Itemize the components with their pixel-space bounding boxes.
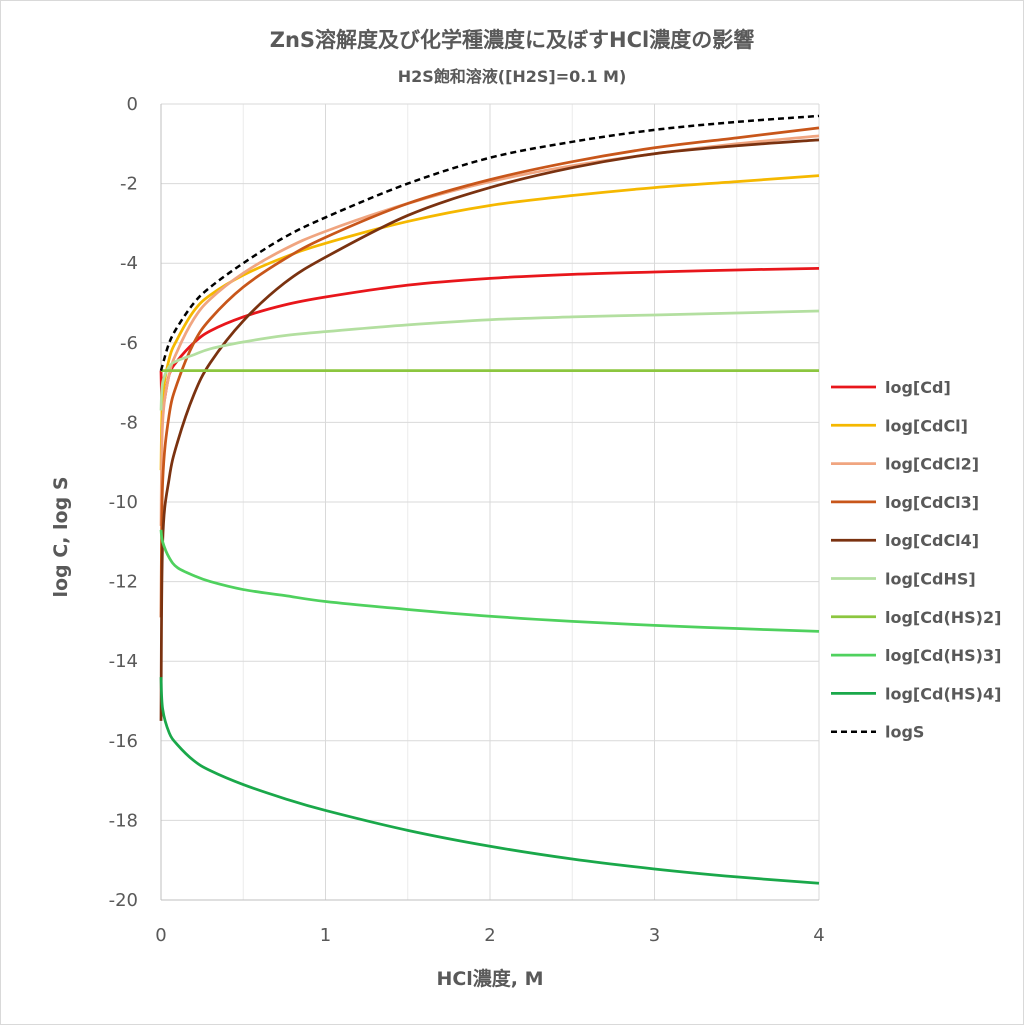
y-tick-label: -10 [109, 492, 138, 513]
series-line-log-cd-hs-3 [159, 529, 820, 633]
legend-label-log-cdhs: log[CdHS] [885, 570, 976, 589]
series-lines [159, 114, 820, 885]
legend: log[Cd] log[CdCl] log[CdCl2] log[CdCl3] log[… [831, 378, 1001, 742]
legend-label-log-cdcl: log[CdCl] [885, 416, 968, 435]
x-tick-label: 3 [649, 925, 660, 946]
y-tick-label: -18 [109, 810, 138, 831]
axes: 0 -2 -4 -6 -8 -10 -12 -14 -16 -18 -20 0 1 2 3 4 [109, 94, 825, 946]
legend-label-logs: logS [885, 723, 924, 742]
y-tick-label: -6 [120, 333, 138, 354]
series-line-logs [159, 114, 820, 371]
y-tick-label: -8 [120, 412, 138, 433]
series-line-log-cdcl4 [159, 138, 820, 721]
series-line-log-cdhs [159, 309, 820, 411]
legend-label-log-cdcl4: log[CdCl4] [885, 531, 979, 550]
legend-label-log-cdcl2: log[CdCl2] [885, 455, 979, 474]
series-line-log-cd [159, 266, 820, 408]
y-tick-label: -14 [109, 651, 138, 672]
legend-label-log-cd: log[Cd] [885, 378, 951, 397]
y-axis-title: log C, log S [50, 476, 72, 597]
legend-label-log-cd-hs-4: log[Cd(HS)4] [885, 684, 1001, 703]
y-tick-label: -12 [109, 572, 138, 593]
legend-label-log-cd-hs-3: log[Cd(HS)3] [885, 646, 1001, 665]
x-tick-label: 0 [155, 925, 166, 946]
y-tick-label: -20 [109, 890, 138, 911]
x-tick-label: 1 [320, 925, 331, 946]
y-tick-label: -4 [120, 253, 138, 274]
x-axis-title: HCl濃度, M [436, 967, 543, 990]
x-tick-label: 4 [813, 925, 824, 946]
y-tick-label: 0 [127, 94, 138, 115]
legend-label-log-cd-hs-2: log[Cd(HS)2] [885, 608, 1001, 627]
chart-subtitle: H2S飽和溶液([H2S]=0.1 M) [398, 67, 627, 86]
series-line-log-cd-hs-4 [159, 677, 820, 885]
y-tick-label: -16 [109, 731, 138, 752]
chart-title: ZnS溶解度及び化学種濃度に及ぼすHCl濃度の影響 [270, 28, 755, 52]
series-line-log-cdcl [159, 174, 820, 471]
series-line-log-cdcl3 [159, 126, 820, 618]
legend-label-log-cdcl3: log[CdCl3] [885, 493, 979, 512]
x-tick-label: 2 [484, 925, 495, 946]
y-tick-label: -2 [120, 174, 138, 195]
